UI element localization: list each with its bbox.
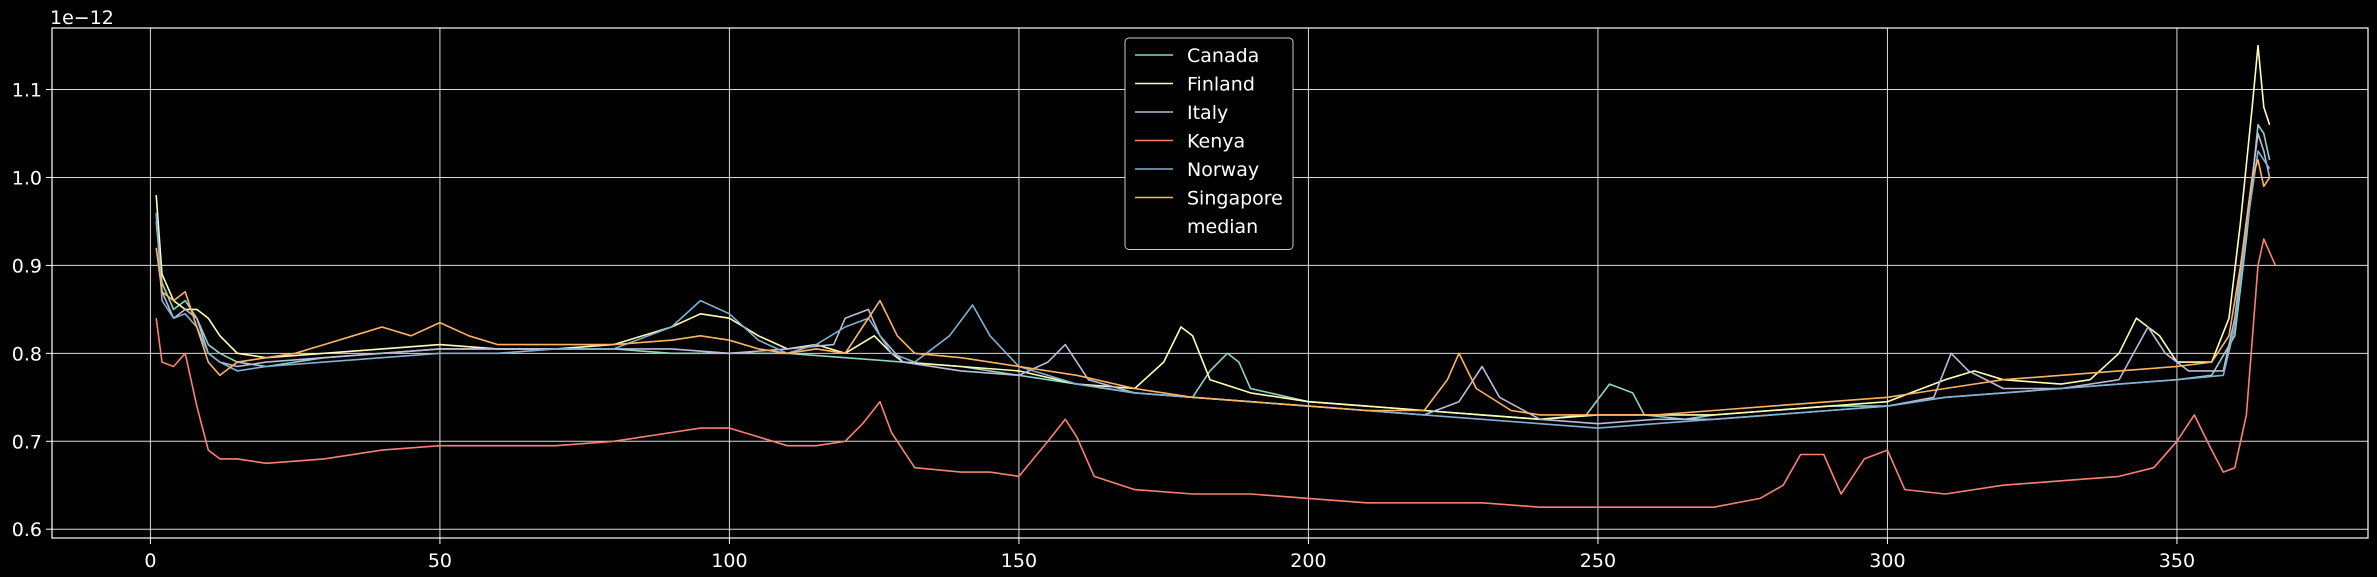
legend-label-finland: Finland (1187, 74, 1255, 96)
x-tick-label: 300 (1869, 550, 1905, 572)
series-line-kenya (155, 238, 2277, 509)
y-tick-label: 0.8 (12, 343, 42, 365)
y-tick-label: 0.7 (12, 431, 42, 453)
y-tick-label: 1.0 (12, 167, 42, 189)
x-tick-label: 200 (1290, 550, 1326, 572)
legend-label-kenya: Kenya (1187, 131, 1245, 153)
x-tick-label: 150 (1001, 550, 1037, 572)
legend-label-norway: Norway (1187, 159, 1259, 181)
x-tick-label: 250 (1580, 550, 1616, 572)
x-tick-label: 50 (428, 550, 452, 572)
y-offset-text: 1e−12 (50, 7, 114, 29)
y-tick-label: 1.1 (12, 80, 42, 102)
legend-label-italy: Italy (1187, 102, 1228, 124)
y-tick-label: 0.9 (12, 255, 42, 277)
x-tick-label: 350 (2159, 550, 2195, 572)
series-line-finland (155, 44, 2271, 421)
y-tick-label: 0.6 (12, 519, 42, 541)
y-axis: 0.6 0.7 0.8 0.9 1.0 1.1 (12, 80, 52, 541)
legend: Canada Finland Italy Kenya Norway Singapore me… (1124, 37, 1294, 250)
legend-label-singapore: Singapore (1187, 188, 1283, 210)
series-line-singapore (155, 159, 2271, 416)
plot-frame (51, 27, 2369, 539)
series-line-norway (155, 150, 2271, 429)
series-lines (155, 44, 2277, 509)
x-tick-label: 100 (711, 550, 747, 572)
x-tick-label: 0 (144, 550, 156, 572)
legend-box (1124, 37, 1294, 250)
legend-label-canada: Canada (1187, 45, 1259, 67)
legend-label-median: median (1187, 216, 1258, 238)
x-axis: 0 50 100 150 200 250 300 350 (144, 538, 2195, 572)
